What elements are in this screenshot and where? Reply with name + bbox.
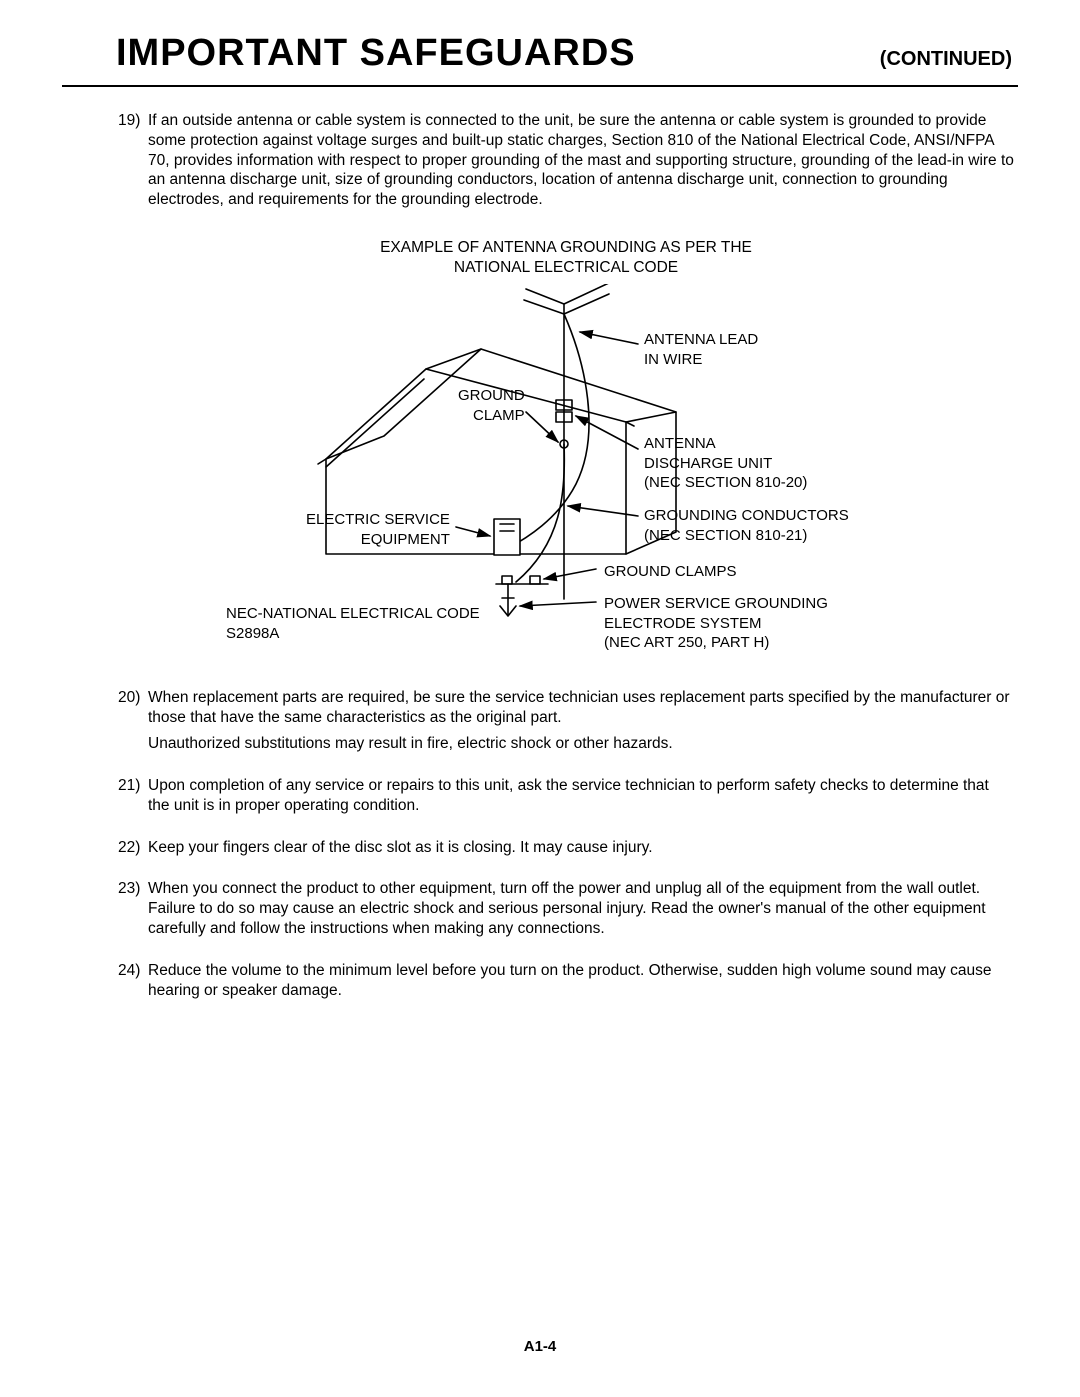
item-number: 20) <box>118 688 148 753</box>
item-number: 22) <box>118 838 148 858</box>
content-area: 19) If an outside antenna or cable syste… <box>62 111 1018 1001</box>
label-nec-code: NEC-NATIONAL ELECTRICAL CODES2898A <box>226 604 480 643</box>
label-antenna-discharge: ANTENNADISCHARGE UNIT(NEC SECTION 810-20… <box>644 434 807 493</box>
item-number: 19) <box>118 111 148 210</box>
item-body: When you connect the product to other eq… <box>148 879 1014 938</box>
continued-label: (CONTINUED) <box>880 48 1018 71</box>
label-electric-service: ELECTRIC SERVICEEQUIPMENT <box>306 510 450 549</box>
diagram-svg <box>206 284 926 644</box>
item-number: 24) <box>118 961 148 1001</box>
grounding-diagram: ANTENNA LEADIN WIRE GROUNDCLAMP ANTENNAD… <box>206 284 926 644</box>
list-item: 19) If an outside antenna or cable syste… <box>118 111 1014 210</box>
label-ground-clamps-bottom: GROUND CLAMPS <box>604 562 737 582</box>
manual-page: IMPORTANT SAFEGUARDS (CONTINUED) 19) If … <box>0 0 1080 1397</box>
item-body: If an outside antenna or cable system is… <box>148 111 1014 210</box>
figure-block: EXAMPLE OF ANTENNA GROUNDING AS PER THE … <box>118 238 1014 644</box>
item-body: When replacement parts are required, be … <box>148 688 1014 753</box>
item-body: Reduce the volume to the minimum level b… <box>148 961 1014 1001</box>
item-subtext: Unauthorized substitutions may result in… <box>148 734 1014 754</box>
list-item: 20) When replacement parts are required,… <box>118 688 1014 753</box>
header-rule <box>62 85 1018 87</box>
figure-caption: EXAMPLE OF ANTENNA GROUNDING AS PER THE … <box>118 238 1014 278</box>
list-item: 23) When you connect the product to othe… <box>118 879 1014 938</box>
list-item: 21) Upon completion of any service or re… <box>118 776 1014 816</box>
item-body: Upon completion of any service or repair… <box>148 776 1014 816</box>
page-number: A1-4 <box>0 1338 1080 1355</box>
label-power-service: POWER SERVICE GROUNDINGELECTRODE SYSTEM(… <box>604 594 828 653</box>
item-number: 23) <box>118 879 148 938</box>
list-item: 24) Reduce the volume to the minimum lev… <box>118 961 1014 1001</box>
label-ground-clamp-top: GROUNDCLAMP <box>458 386 525 425</box>
item-number: 21) <box>118 776 148 816</box>
caption-line2: NATIONAL ELECTRICAL CODE <box>454 259 678 276</box>
header-row: IMPORTANT SAFEGUARDS (CONTINUED) <box>62 32 1018 81</box>
page-title: IMPORTANT SAFEGUARDS <box>116 32 636 75</box>
caption-line1: EXAMPLE OF ANTENNA GROUNDING AS PER THE <box>380 239 752 256</box>
list-item: 22) Keep your fingers clear of the disc … <box>118 838 1014 858</box>
label-antenna-lead: ANTENNA LEADIN WIRE <box>644 330 758 369</box>
item-body: Keep your fingers clear of the disc slot… <box>148 838 1014 858</box>
item-text: When replacement parts are required, be … <box>148 689 1010 726</box>
label-grounding-conductors: GROUNDING CONDUCTORS(NEC SECTION 810-21) <box>644 506 849 545</box>
